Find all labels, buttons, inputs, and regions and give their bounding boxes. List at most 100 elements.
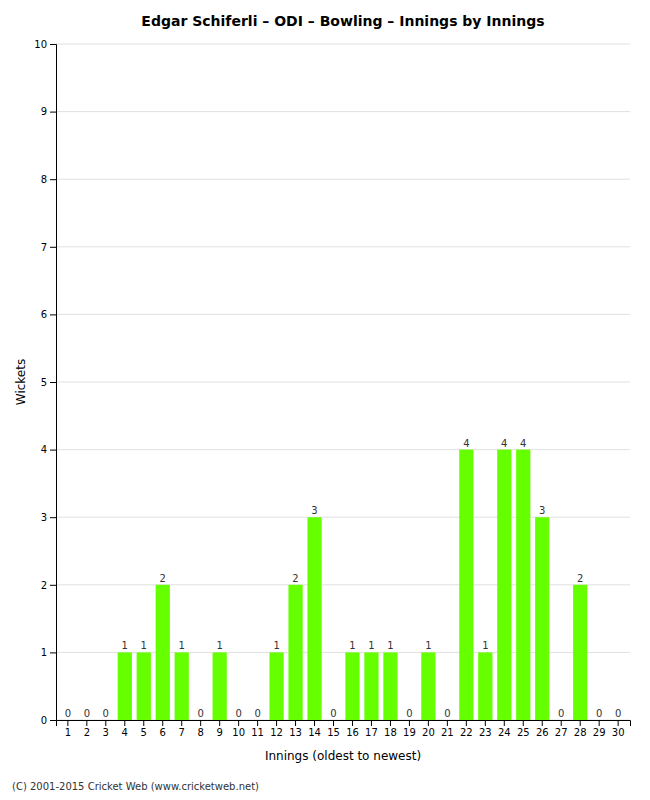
tick-mark [257,720,258,726]
data-label: 0 [596,708,602,719]
tick-label: 24 [498,727,511,738]
tick-label: 3 [41,512,47,523]
tick-label: 28 [574,727,587,738]
tick-mark [238,720,239,726]
bar [288,585,302,720]
y-tick: 10 [34,39,56,50]
tick-label: 27 [555,727,568,738]
y-tick: 9 [41,106,56,117]
y-tick: 1 [41,647,56,658]
y-tick: 8 [41,174,56,185]
tick-label: 10 [34,39,47,50]
data-label: 3 [539,505,545,516]
data-label: 2 [577,573,583,584]
bar [345,652,359,720]
tick-label: 1 [65,727,71,738]
x-tick: 5 [141,720,147,738]
grid-line [56,314,630,315]
bar [61,720,75,721]
x-tick: 4 [122,720,128,738]
x-tick: 27 [555,720,568,738]
bar [440,720,454,721]
x-tick: 16 [346,720,359,738]
tick-mark [181,720,182,726]
x-tick: 19 [403,720,416,738]
tick-label: 19 [403,727,416,738]
x-tick: 18 [384,720,397,738]
data-labels: 000112101001230111010414430200 [65,438,622,719]
axis-line [57,721,631,727]
tick-label: 6 [41,309,47,320]
tick-mark [599,720,600,726]
tick-label: 26 [536,727,549,738]
tick-mark [428,720,429,726]
y-tick: 7 [41,242,56,253]
bar [99,720,113,721]
tick-mark [50,44,56,45]
tick-label: 4 [41,444,47,455]
data-label: 2 [160,573,166,584]
tick-mark [466,720,467,726]
tick-mark [580,720,581,726]
grid-line [56,382,630,383]
tick-mark [50,247,56,248]
data-label: 0 [406,708,412,719]
data-label: 1 [122,640,128,651]
x-axis-title: Innings (oldest to newest) [265,749,421,763]
tick-mark [276,720,277,726]
data-label: 0 [254,708,260,719]
y-tick: 6 [41,309,56,320]
x-tick: 9 [216,720,222,738]
tick-label: 9 [216,727,222,738]
x-tick: 13 [289,720,302,738]
bar [156,585,170,720]
tick-label: 6 [160,727,166,738]
x-tick: 29 [593,720,606,738]
axis-line [50,45,57,721]
bar [213,652,227,720]
grid [56,44,630,720]
x-tick: 2 [84,720,90,738]
bar [175,652,189,720]
tick-mark [523,720,524,726]
tick-mark [618,720,619,726]
x-tick: 8 [197,720,203,738]
bar [573,585,587,720]
bar [194,720,208,721]
data-label: 4 [463,438,469,449]
tick-mark [50,720,56,721]
data-label: 1 [216,640,222,651]
tick-mark [50,382,56,383]
tick-mark [352,720,353,726]
tick-label: 29 [593,727,606,738]
tick-mark [333,720,334,726]
grid-line [56,44,630,45]
data-label: 0 [330,708,336,719]
x-tick: 15 [327,720,340,738]
tick-mark [162,720,163,726]
x-tick: 23 [479,720,492,738]
x-tick: 20 [422,720,435,738]
bar [326,720,340,721]
footer: (C) 2001-2015 Cricket Web (www.cricketwe… [12,781,259,792]
tick-mark [219,720,220,726]
x-axis: 1234567891011121314151617181920212223242… [57,720,631,738]
y-tick: 0 [41,715,56,726]
tick-label: 8 [41,174,47,185]
tick-label: 4 [122,727,128,738]
tick-label: 3 [103,727,109,738]
bar [592,720,606,721]
tick-label: 20 [422,727,435,738]
bars [118,450,588,720]
tick-mark [561,720,562,726]
tick-mark [50,314,56,315]
x-tick: 7 [179,720,185,738]
tick-mark [50,450,56,451]
y-axis-title: Wickets [14,359,28,405]
tick-label: 2 [84,727,90,738]
tick-mark [50,112,56,113]
tick-label: 14 [308,727,321,738]
bar [269,652,283,720]
data-label: 1 [387,640,393,651]
x-tick: 22 [460,720,473,738]
